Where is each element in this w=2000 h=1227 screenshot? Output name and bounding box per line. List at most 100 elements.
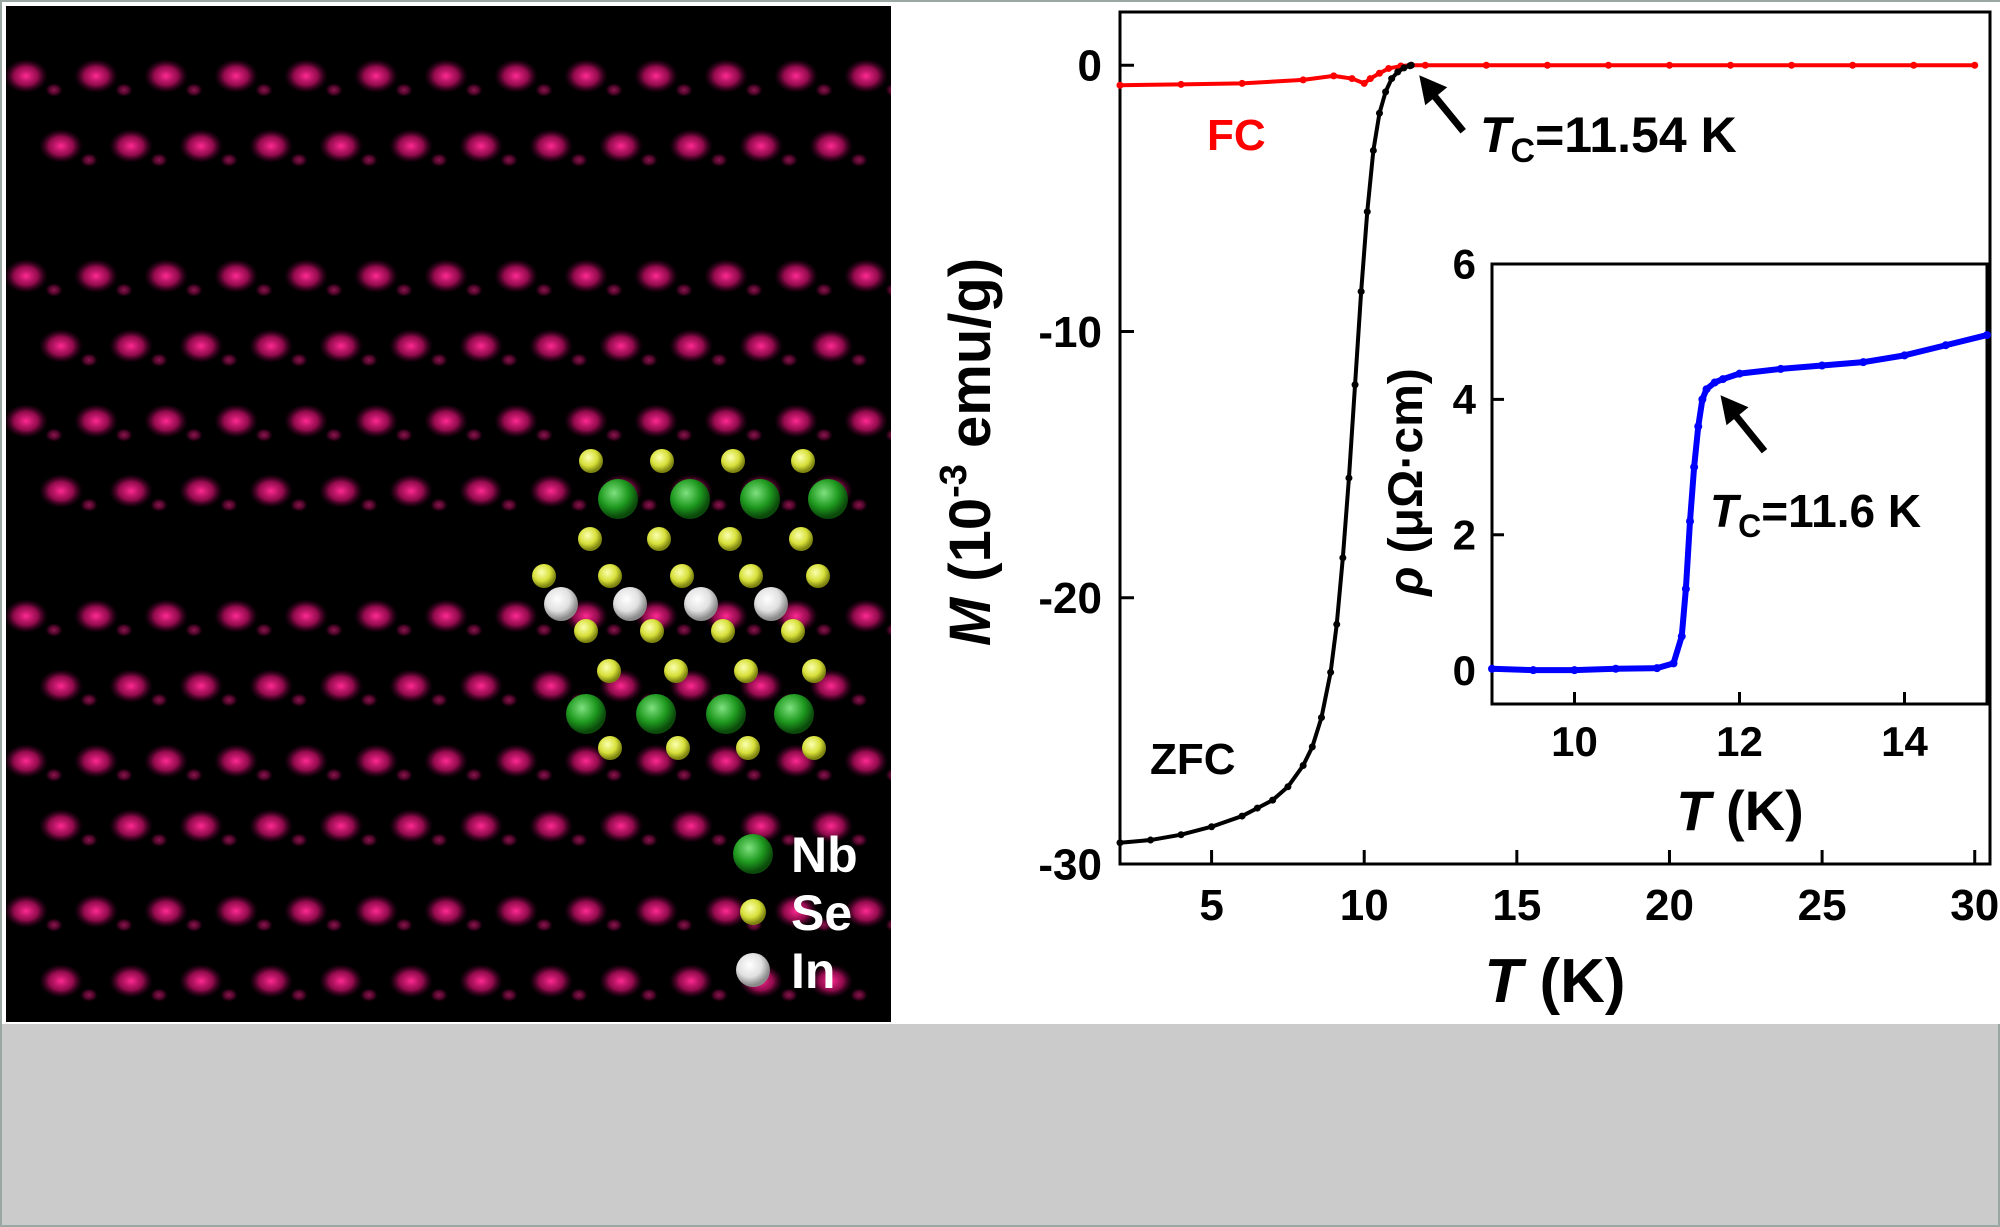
atom-column xyxy=(599,809,643,843)
atom-column xyxy=(640,353,658,367)
atom-column xyxy=(780,988,798,1002)
atom-column xyxy=(360,353,378,367)
atom-column xyxy=(249,964,293,998)
atom-column xyxy=(570,988,588,1002)
se-atom xyxy=(791,449,815,473)
atom-column xyxy=(319,329,363,363)
inset-y-tick-label: 6 xyxy=(1453,241,1476,288)
main-series-fc-point xyxy=(1330,72,1338,80)
se-atom xyxy=(597,659,621,683)
atom-column xyxy=(255,283,273,297)
atom-column xyxy=(535,428,553,442)
inset-series-0-point xyxy=(1686,517,1694,526)
inset-chart: 10 12 14 0 2 4 6 TC=11.6 K T (K) ρ (μΩ·cm) xyxy=(1380,241,1991,842)
main-series-zfc-point xyxy=(1388,75,1396,83)
atom-column xyxy=(220,353,238,367)
inset-series-0-point xyxy=(1698,395,1707,404)
atom-column xyxy=(465,428,483,442)
inset-y-axis-label: ρ (μΩ·cm) xyxy=(1380,368,1433,598)
main-series-zfc-point xyxy=(1317,714,1325,722)
atom-column xyxy=(459,329,503,363)
atom-column xyxy=(669,329,713,363)
atom-column xyxy=(564,894,608,928)
atom-column xyxy=(179,129,223,163)
main-series-zfc-point xyxy=(1375,109,1383,117)
legend-se-label: Se xyxy=(791,885,852,941)
atom-column xyxy=(424,59,468,93)
atom-column xyxy=(144,894,188,928)
atom-column xyxy=(710,833,728,847)
atom-column xyxy=(255,768,273,782)
atom-column xyxy=(500,988,518,1002)
atom-column xyxy=(459,964,503,998)
atom-column xyxy=(570,833,588,847)
atom-column xyxy=(885,768,891,782)
inset-series-0-point xyxy=(1818,361,1826,370)
se-atom xyxy=(721,449,745,473)
se-atom xyxy=(789,527,813,551)
atom-column xyxy=(844,744,888,778)
inset-x-tick-label: 14 xyxy=(1881,718,1928,765)
atom-column xyxy=(430,498,448,512)
atom-column xyxy=(605,768,623,782)
atom-column xyxy=(389,474,433,508)
main-series-fc-point xyxy=(1385,64,1393,72)
atom-column xyxy=(74,259,118,293)
inset-series-0-point xyxy=(1900,351,1909,360)
atom-column xyxy=(424,599,468,633)
atom-column xyxy=(815,918,833,932)
atom-column xyxy=(354,259,398,293)
atom-column xyxy=(809,129,853,163)
legend-in-label: In xyxy=(791,943,835,999)
se-atom xyxy=(781,619,805,643)
atom-column xyxy=(704,59,748,93)
atom-column xyxy=(850,153,868,167)
atom-column xyxy=(214,744,258,778)
atom-column xyxy=(774,894,818,928)
atom-column xyxy=(500,833,518,847)
atom-column xyxy=(599,964,643,998)
atom-column xyxy=(780,153,798,167)
atom-column xyxy=(669,809,713,843)
atom-column xyxy=(179,809,223,843)
atom-column xyxy=(809,964,853,998)
atom-column xyxy=(284,894,328,928)
inset-series-0-point xyxy=(1694,422,1703,431)
main-series-zfc-point xyxy=(1116,839,1124,847)
inset-series-0-point xyxy=(1776,364,1785,373)
atom-column xyxy=(150,498,168,512)
atom-column xyxy=(39,809,83,843)
main-x-tick-label: 25 xyxy=(1798,881,1847,930)
atom-column xyxy=(564,744,608,778)
atom-column xyxy=(809,809,853,843)
atom-column xyxy=(319,129,363,163)
atom-column xyxy=(109,809,153,843)
atom-column xyxy=(395,428,413,442)
atom-column xyxy=(80,153,98,167)
atom-column xyxy=(144,404,188,438)
atom-column xyxy=(494,744,538,778)
atom-column xyxy=(844,894,888,928)
atom-column xyxy=(634,894,678,928)
atom-column xyxy=(360,153,378,167)
atom-column xyxy=(459,474,503,508)
atom-column xyxy=(465,623,483,637)
main-series-zfc-point xyxy=(1345,474,1353,482)
atom-column xyxy=(745,623,763,637)
atom-column xyxy=(214,599,258,633)
atom-column xyxy=(179,669,223,703)
atom-column xyxy=(634,404,678,438)
main-series-fc-point xyxy=(1360,79,1368,87)
atom-column xyxy=(284,259,328,293)
atom-column xyxy=(424,404,468,438)
atom-column xyxy=(745,83,763,97)
atom-column xyxy=(74,404,118,438)
se-atom xyxy=(711,619,735,643)
atom-column xyxy=(844,599,888,633)
atom-column xyxy=(39,964,83,998)
atom-column xyxy=(500,153,518,167)
atom-column xyxy=(150,153,168,167)
atom-column xyxy=(45,768,63,782)
atom-column xyxy=(885,918,891,932)
inset-y-tick-label: 0 xyxy=(1453,647,1476,694)
